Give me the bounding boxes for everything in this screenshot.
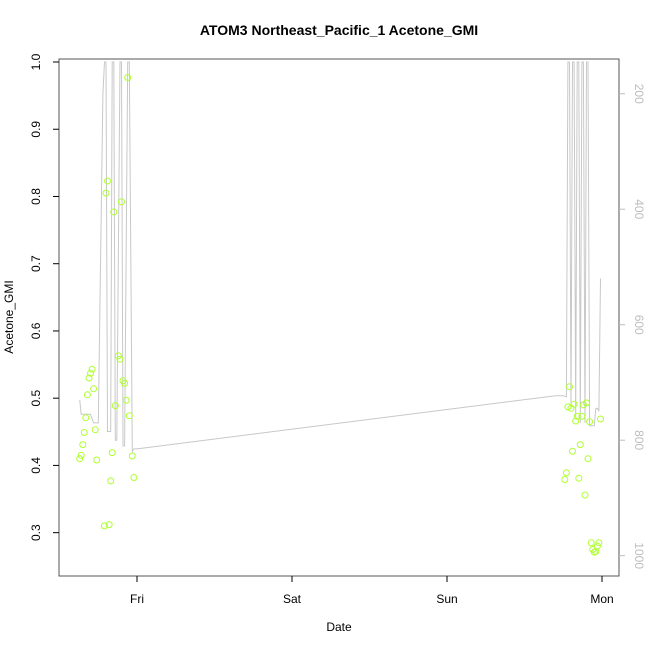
data-point	[76, 455, 84, 463]
pressure-line	[79, 61, 601, 454]
y-tick-label: 0.7	[29, 255, 43, 272]
data-point	[570, 400, 578, 408]
data-point	[87, 369, 94, 377]
data-point	[587, 539, 595, 547]
y-tick-label: 0.4	[29, 457, 43, 474]
data-point	[114, 352, 122, 360]
right-tick-label: 200	[632, 84, 646, 104]
data-point	[80, 429, 88, 436]
data-point	[573, 412, 581, 420]
data-point	[108, 449, 116, 457]
data-point	[122, 396, 130, 404]
left-axis: 0.3 0.4 0.5 0.6 0.7 0.8 0.9 1.0	[29, 53, 59, 541]
data-point	[79, 441, 87, 449]
data-point	[88, 365, 96, 373]
data-point	[569, 447, 576, 455]
data-point	[576, 441, 584, 449]
data-point	[566, 383, 573, 391]
data-point	[593, 542, 601, 550]
data-point	[85, 374, 93, 382]
x-tick-label: Sun	[436, 592, 457, 606]
data-point	[102, 189, 110, 197]
data-point	[110, 208, 118, 216]
data-point	[90, 385, 98, 393]
y-tick-label: 1.0	[29, 53, 43, 70]
y-tick-label: 0.5	[29, 390, 43, 407]
data-point	[578, 412, 586, 420]
right-tick-label: 1000	[632, 542, 646, 569]
data-point	[111, 402, 119, 410]
series-line	[79, 61, 601, 454]
right-tick-label: 400	[632, 199, 646, 219]
data-point	[595, 539, 603, 547]
data-point	[93, 456, 101, 464]
right-axis: 200 400 600 800 1000	[619, 84, 646, 569]
data-point	[586, 418, 594, 426]
data-point	[562, 469, 570, 477]
data-point	[575, 474, 583, 482]
y-tick-label: 0.9	[29, 121, 43, 138]
data-point	[104, 177, 111, 185]
data-point	[105, 521, 113, 529]
data-point	[584, 455, 592, 463]
y-tick-label: 0.8	[29, 188, 43, 205]
x-tick-label: Mon	[590, 592, 613, 606]
data-point	[128, 452, 136, 460]
data-point	[597, 415, 604, 423]
bottom-axis: Fri Sat Sun Mon	[130, 576, 614, 606]
plot-frame	[58, 58, 620, 577]
x-tick-label: Sat	[283, 592, 302, 606]
data-point	[572, 417, 580, 425]
data-point	[118, 198, 125, 206]
data-point	[116, 355, 124, 363]
right-tick-label: 800	[632, 430, 646, 450]
data-point	[561, 476, 569, 483]
acetone-points	[76, 74, 604, 556]
data-point	[77, 451, 85, 459]
data-point	[125, 412, 133, 420]
data-point	[83, 391, 91, 399]
y-tick-label: 0.3	[29, 524, 43, 541]
data-point	[581, 491, 589, 499]
data-point	[121, 379, 129, 387]
data-point	[130, 474, 138, 481]
x-axis-label: Date	[326, 620, 352, 634]
x-tick-label: Fri	[130, 592, 144, 606]
chart-title: ATOM3 Northeast_Pacific_1 Acetone_GMI	[200, 22, 478, 38]
data-point	[583, 399, 590, 407]
data-point	[107, 477, 115, 485]
data-point	[82, 414, 90, 422]
data-point	[91, 426, 99, 434]
data-point	[124, 74, 132, 81]
y-tick-label: 0.6	[29, 322, 43, 339]
data-point	[101, 522, 108, 530]
right-tick-label: 600	[632, 315, 646, 335]
y-axis-label: Acetone_GMI	[2, 280, 16, 353]
